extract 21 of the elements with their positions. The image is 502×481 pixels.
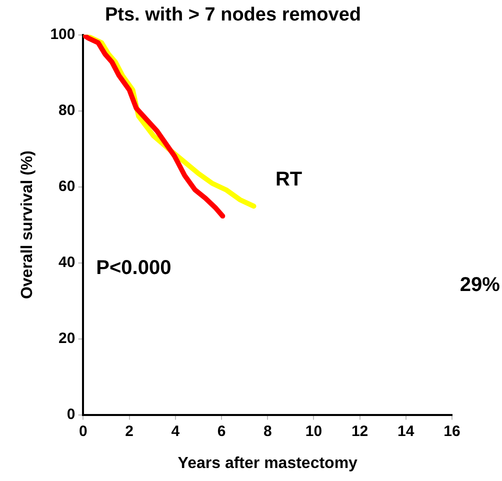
x-tick-label: 8 xyxy=(263,422,272,440)
y-tick-label: 100 xyxy=(50,26,76,43)
series-label: RT xyxy=(275,168,302,191)
y-axis-title: Overall survival (%) xyxy=(19,150,36,300)
chart-title: Pts. with > 7 nodes removed xyxy=(104,4,362,26)
x-tick-label: 0 xyxy=(79,422,88,440)
x-tick-label: 16 xyxy=(444,422,460,440)
y-tick-label: 20 xyxy=(58,330,76,347)
y-tick-label: 40 xyxy=(58,254,76,271)
x-tick-label: 10 xyxy=(305,422,322,440)
y-tick-label: 0 xyxy=(66,406,76,423)
annotation: P<0.000 xyxy=(96,257,172,280)
x-tick-label: 4 xyxy=(171,422,180,440)
y-tick-label: 80 xyxy=(58,102,76,119)
text: 29% xyxy=(460,274,500,296)
x-tick-label: 6 xyxy=(217,422,226,440)
x-axis-title: Years after mastectomy xyxy=(178,454,358,472)
x-tick-label: 2 xyxy=(125,422,134,440)
x-tick-label: 12 xyxy=(351,422,368,440)
y-tick-label: 60 xyxy=(58,178,76,195)
x-tick-label: 14 xyxy=(398,422,415,440)
